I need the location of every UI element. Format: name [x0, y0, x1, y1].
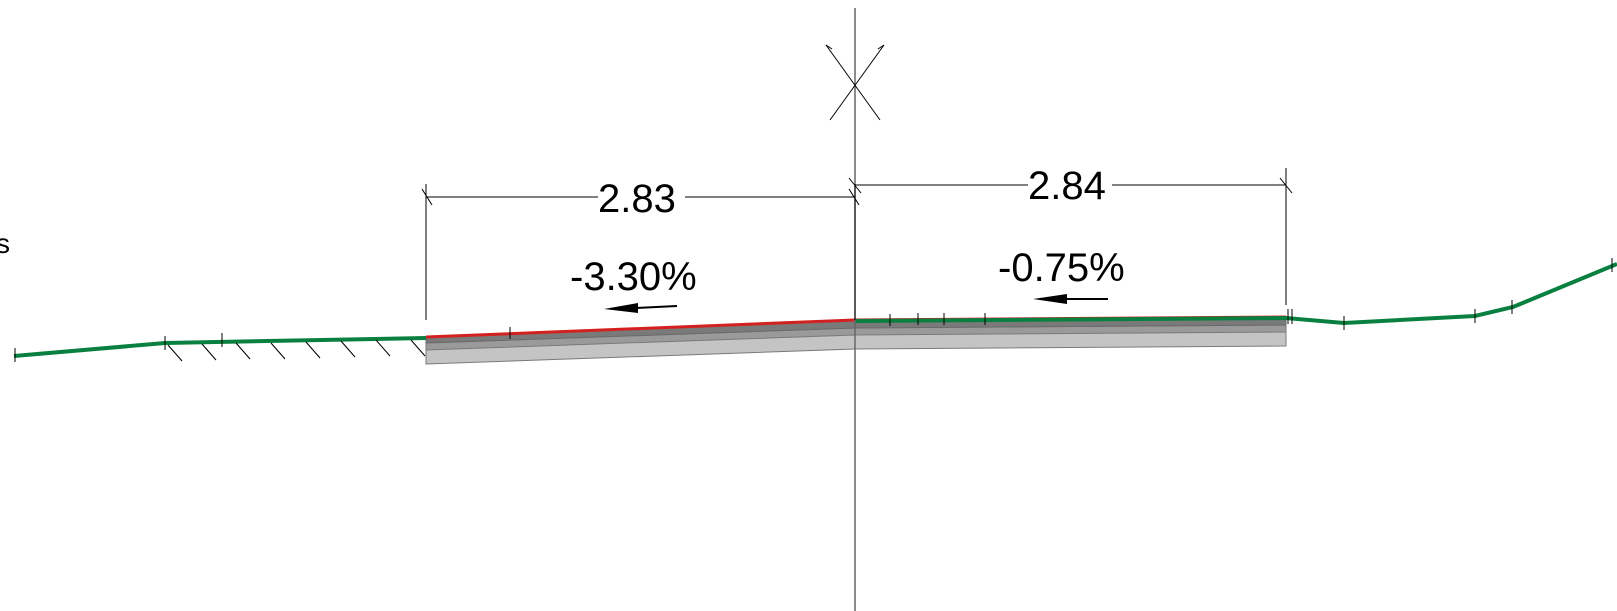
centerline-symbol	[825, 44, 885, 121]
ground-line-left	[13, 336, 427, 358]
right-width-dimension	[848, 168, 1293, 305]
left-slope-label: -3.30%	[570, 255, 697, 299]
left-width-label: 2.83	[598, 177, 676, 221]
left-width-dimension	[421, 184, 860, 320]
right-width-label: 2.84	[1028, 164, 1106, 208]
right-slope-label: -0.75%	[998, 246, 1125, 290]
ground-ticks	[14, 258, 1613, 362]
right-slope-arrow	[1033, 294, 1108, 304]
side-label-fragment: s	[0, 228, 10, 259]
left-slope-arrow	[604, 303, 678, 313]
ground-line-right	[854, 262, 1617, 326]
embankment-hatching	[167, 339, 426, 362]
